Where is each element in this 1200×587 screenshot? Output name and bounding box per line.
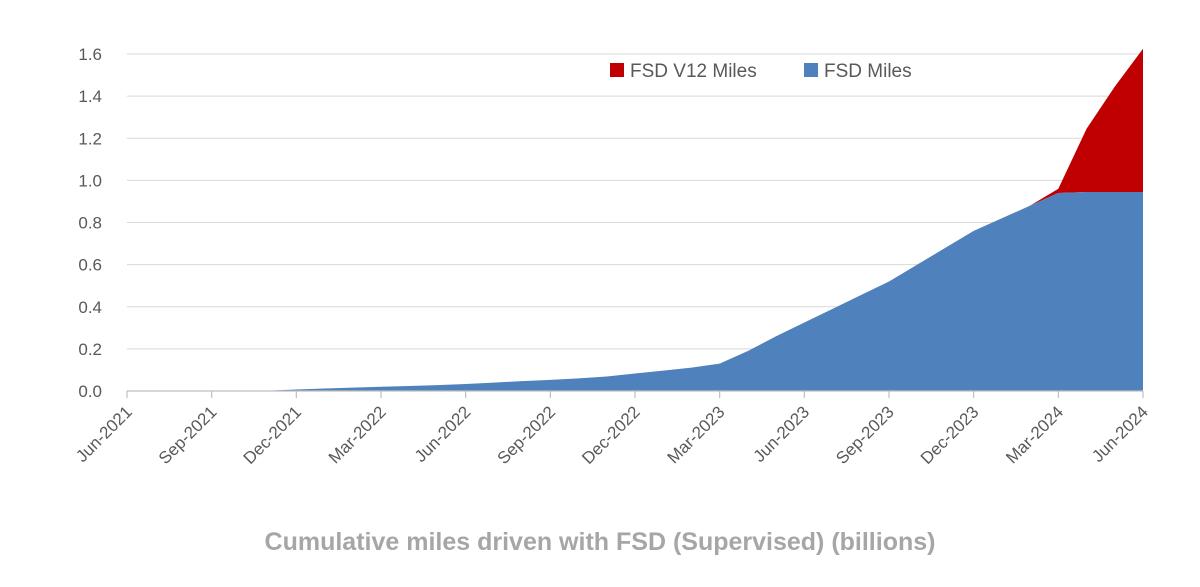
y-tick-label: 1.2 bbox=[78, 129, 102, 148]
x-tick-label: Mar-2024 bbox=[1002, 402, 1067, 467]
x-tick-label: Dec-2021 bbox=[240, 402, 306, 468]
y-tick-label: 0.0 bbox=[78, 382, 102, 401]
x-tick-label: Mar-2023 bbox=[664, 402, 729, 467]
x-tick-label: Jun-2021 bbox=[72, 402, 136, 466]
gridlines bbox=[127, 53, 1143, 350]
x-tick-label: Sep-2021 bbox=[155, 402, 221, 468]
y-tick-label: 0.2 bbox=[78, 340, 102, 359]
x-axis-ticks: Jun-2021 Sep-2021 Dec-2021 Mar-2022 Jun-2022… bbox=[72, 391, 1152, 468]
x-tick-label: Dec-2022 bbox=[578, 402, 644, 468]
chart-caption: Cumulative miles driven with FSD (Superv… bbox=[264, 528, 936, 556]
x-tick-label: Mar-2022 bbox=[325, 402, 390, 467]
y-tick-label: 0.4 bbox=[78, 298, 102, 317]
y-tick-label: 0.6 bbox=[78, 256, 102, 275]
y-axis-ticks: 0.0 0.2 0.4 0.6 0.8 1.0 1.2 1.4 1.6 bbox=[78, 45, 102, 401]
y-tick-label: 1.4 bbox=[78, 87, 102, 106]
area-fsd-miles bbox=[127, 191, 1143, 391]
y-tick-label: 0.8 bbox=[78, 214, 102, 233]
x-tick-label: Sep-2022 bbox=[494, 402, 560, 468]
y-tick-label: 1.6 bbox=[78, 45, 102, 64]
legend-swatch-fsd-v12 bbox=[610, 63, 624, 77]
legend-swatch-fsd bbox=[804, 63, 818, 77]
y-tick-label: 1.0 bbox=[78, 171, 102, 190]
legend: FSD V12 Miles FSD Miles bbox=[610, 61, 912, 82]
x-tick-label: Jun-2024 bbox=[1088, 402, 1152, 466]
area-series bbox=[127, 48, 1143, 391]
x-tick-label: Sep-2023 bbox=[832, 402, 898, 468]
legend-label-fsd-v12: FSD V12 Miles bbox=[630, 61, 757, 82]
x-tick-label: Dec-2023 bbox=[917, 402, 983, 468]
x-tick-label: Jun-2022 bbox=[411, 402, 475, 466]
x-tick-label: Jun-2023 bbox=[750, 402, 814, 466]
legend-label-fsd: FSD Miles bbox=[824, 61, 912, 82]
